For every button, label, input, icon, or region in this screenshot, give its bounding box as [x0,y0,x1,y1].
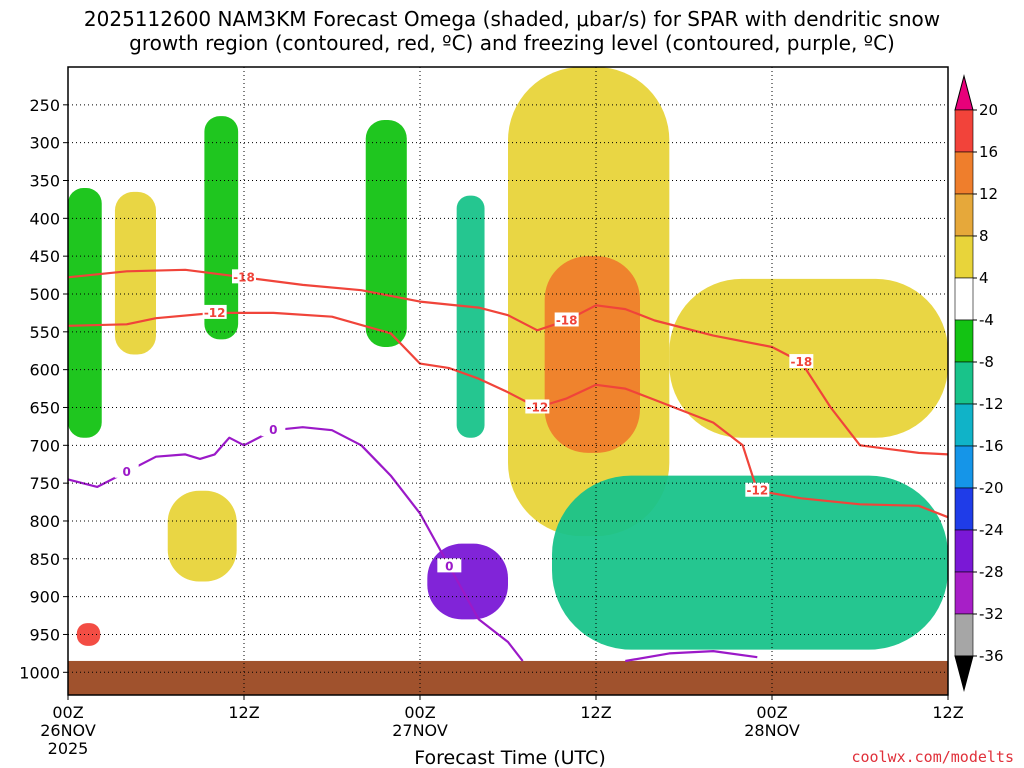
colorbar-label-13: -36 [979,647,1004,665]
colorbar-bin-11 [954,571,974,615]
y-tick-label-600: 600 [29,361,60,380]
contour-label-bg-freezing-level-0-1 [261,422,286,437]
contour-label-bg-dgz-minus-12-1 [525,399,550,414]
credit-text: coolwx.com/modelts [851,748,1014,766]
y-tick-label-650: 650 [29,398,60,417]
colorbar-bin-4 [954,277,974,321]
colorbar: 20 16 12 8 4 -4 -8 -12 -16 -20 -24 -28 -32 -36 [954,74,1004,692]
x-tick-date-0: 26NOV [40,721,96,740]
colorbar-label-7: -12 [979,395,1004,413]
x-axis-label: Forecast Time (UTC) [414,747,605,768]
contour-label-bg-dgz-minus-12-0 [202,304,227,319]
colorbar-bin-7 [954,403,974,447]
x-tick-label-24: 00Z [404,703,435,722]
colorbar-label-3: 8 [979,227,989,245]
colorbar-label-8: -16 [979,437,1004,455]
colorbar-bin-6 [954,361,974,405]
y-tick-label-250: 250 [29,96,60,115]
colorbar-bin-1 [954,151,974,195]
x-tick-label-0: 00Z [52,703,83,722]
ground-terrain [68,660,948,695]
contour-label-dgz-minus-12-2: -12 [746,484,768,498]
contour-label-freezing-level-0-0: 0 [122,465,130,479]
contour-label-dgz-minus-18-1: -18 [556,313,578,327]
contour-label-bg-freezing-level-0-0 [114,463,139,478]
colorbar-label-11: -28 [979,563,1004,581]
contour-label-dgz-minus-18-2: -18 [790,355,812,369]
colorbar-label-9: -20 [979,479,1004,497]
colorbar-bin-9 [954,487,974,531]
colorbar-label-12: -32 [979,605,1004,623]
colorbar-bin-2 [954,193,974,237]
x-tick-year-0: 2025 [48,739,89,758]
contour-label-freezing-level-0-2: 0 [445,559,453,573]
x-tick-date-48: 28NOV [744,721,800,740]
colorbar-bottom-triangle [954,655,974,692]
y-tick-label-700: 700 [29,436,60,455]
omega-region-late-low-level-sinking [552,475,948,650]
x-tick-label-48: 00Z [756,703,787,722]
chart-title-line1: 2025112600 NAM3KM Forecast Omega (shaded… [84,7,940,31]
y-tick-label-800: 800 [29,512,60,531]
chart-title-line2: growth region (contoured, red, ºC) and f… [129,31,895,55]
colorbar-label-0: 20 [979,101,998,119]
contour-label-dgz-minus-12-1: -12 [526,400,548,414]
colorbar-label-6: -8 [979,353,994,371]
omega-region-sinking-tower-22z [365,119,407,347]
x-tick-label-60: 12Z [932,703,963,722]
y-tick-label-300: 300 [29,134,60,153]
contour-label-bg-dgz-minus-12-2 [745,482,770,497]
contour-freezing-level-0-low [625,649,758,663]
colorbar-bin-8 [954,445,974,489]
colorbar-bin-5 [954,319,974,363]
colorbar-bin-3 [954,235,974,279]
colorbar-bin-10 [954,529,974,573]
omega-region-upper-rising-band-early [114,191,156,355]
contour-label-freezing-level-0-1: 0 [269,423,277,437]
omega-region-early-sinking-column [68,188,102,438]
x-tick-date-24: 27NOV [392,721,448,740]
y-tick-label-350: 350 [29,171,60,190]
y-tick-label-400: 400 [29,209,60,228]
colorbar-label-5: -4 [979,311,994,329]
contour-label-bg-freezing-level-0-2 [437,558,462,573]
y-tick-label-750: 750 [29,474,60,493]
y-tick-label-500: 500 [29,285,60,304]
colorbar-top-triangle [954,74,974,111]
omega-region-sinking-column-27z [456,195,485,438]
y-tick-label-900: 900 [29,588,60,607]
y-tick-label-550: 550 [29,323,60,342]
contour-freezing-level-0 [67,426,524,662]
colorbar-bin-12 [954,613,974,657]
axes: 250 300 350 400 450 500 550 600 650 700 750 800 850 9… [19,66,964,758]
omega-region-strong-low-level-sinking [427,543,508,620]
contour-label-bg-dgz-minus-18-0 [232,269,256,284]
omega-region-low-rising-band-early [167,490,237,582]
omega-region-rising-core [544,256,640,453]
colorbar-label-4: 4 [979,269,989,287]
omega-region-sinking-tower-9z [204,116,239,340]
x-tick-label-12: 12Z [228,703,259,722]
contour-label-dgz-minus-18-0: -18 [233,270,255,284]
contour-label-bg-dgz-minus-18-1 [554,312,579,327]
colorbar-label-2: 12 [979,185,998,203]
colorbar-bin-0 [954,109,974,153]
colorbar-label-10: -24 [979,521,1004,539]
y-tick-label-450: 450 [29,247,60,266]
contour-label-dgz-minus-12-0: -12 [204,306,226,320]
contour-label-bg-dgz-minus-18-2 [789,354,814,369]
plot-frame [67,66,949,696]
y-tick-label-850: 850 [29,550,60,569]
colorbar-label-1: 16 [979,143,998,161]
y-tick-label-950: 950 [29,625,60,644]
y-tick-label-1000: 1000 [19,663,60,682]
x-tick-label-36: 12Z [580,703,611,722]
plot-area: -18 -18 -18 -12 -12 -12 0 0 0 [67,67,949,695]
